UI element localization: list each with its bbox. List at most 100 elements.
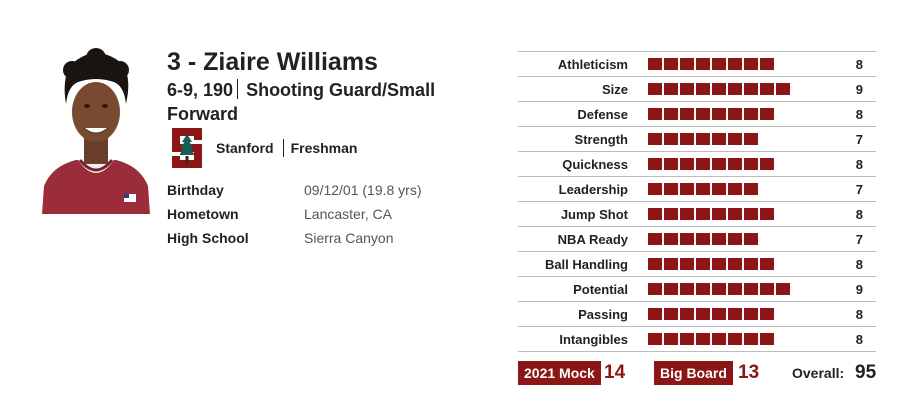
info-row-birthday: Birthday 09/12/01 (19.8 yrs)	[167, 178, 422, 202]
rating-block	[680, 58, 694, 70]
rating-bar	[648, 83, 828, 95]
rating-block	[664, 108, 678, 120]
rating-block	[744, 308, 758, 320]
rating-row: Quickness 8	[518, 152, 876, 177]
rating-block	[696, 108, 710, 120]
rating-value: 8	[855, 156, 863, 172]
rating-bar	[648, 283, 828, 295]
rating-block	[712, 108, 726, 120]
rating-block	[696, 258, 710, 270]
rating-block	[696, 208, 710, 220]
rating-block	[744, 183, 758, 195]
rating-block	[680, 283, 694, 295]
rating-block	[664, 208, 678, 220]
rating-block	[728, 133, 742, 145]
rating-block	[664, 58, 678, 70]
rating-block	[760, 333, 774, 345]
rating-block	[728, 308, 742, 320]
rating-block	[728, 158, 742, 170]
rating-block	[680, 108, 694, 120]
rating-bar	[648, 158, 828, 170]
rating-block	[664, 333, 678, 345]
rating-row: NBA Ready 7	[518, 227, 876, 252]
rating-row: Defense 8	[518, 102, 876, 127]
rating-block	[728, 208, 742, 220]
rating-block	[712, 133, 726, 145]
player-position: Shooting Guard/Small Forward	[167, 80, 436, 124]
rating-block	[680, 133, 694, 145]
rating-block	[648, 208, 662, 220]
rating-block	[760, 208, 774, 220]
rating-block	[648, 58, 662, 70]
rating-label: Ball Handling	[544, 256, 628, 272]
player-measurements: 6-9, 190	[167, 80, 234, 100]
rating-block	[696, 58, 710, 70]
rating-label: Quickness	[562, 156, 628, 172]
rating-value: 8	[855, 306, 863, 322]
rating-block	[696, 133, 710, 145]
rating-block	[728, 258, 742, 270]
info-label: Birthday	[167, 182, 224, 198]
rating-block	[680, 83, 694, 95]
rating-block	[680, 258, 694, 270]
rating-value: 8	[855, 331, 863, 347]
rating-bar	[648, 333, 828, 345]
rating-block	[648, 333, 662, 345]
rating-block	[664, 233, 678, 245]
rating-block	[744, 83, 758, 95]
rating-block	[648, 283, 662, 295]
rating-block	[744, 158, 758, 170]
rating-block	[776, 283, 790, 295]
rating-block	[664, 158, 678, 170]
overall-value: 95	[855, 362, 877, 383]
rating-label: Potential	[573, 281, 628, 297]
rating-block	[712, 283, 726, 295]
rating-row: Jump Shot 8	[518, 202, 876, 227]
rating-label: Size	[601, 81, 628, 97]
rating-value: 7	[855, 231, 863, 247]
school-name: Stanford	[216, 140, 274, 156]
rating-block	[744, 283, 758, 295]
overall-label: Overall:	[792, 365, 845, 381]
info-label: High School	[167, 230, 249, 246]
player-photo-image	[40, 46, 152, 214]
rating-value: 8	[855, 106, 863, 122]
rating-row: Strength 7	[518, 127, 876, 152]
rating-block	[648, 233, 662, 245]
rating-block	[648, 258, 662, 270]
rating-block	[664, 258, 678, 270]
rating-value: 8	[855, 256, 863, 272]
rating-block	[744, 258, 758, 270]
school-row: Stanford Freshman	[170, 126, 357, 170]
rating-block	[728, 183, 742, 195]
rating-block	[728, 108, 742, 120]
rating-row: Athleticism 8	[518, 52, 876, 77]
info-row-high-school: High School Sierra Canyon	[167, 226, 422, 250]
rating-block	[760, 58, 774, 70]
player-name: 3 - Ziaire Williams	[167, 48, 378, 76]
rating-value: 9	[855, 81, 863, 97]
bigboard-badge: Big Board	[654, 361, 733, 385]
school-divider	[282, 139, 284, 157]
rating-row: Size 9	[518, 77, 876, 102]
rating-label: Athleticism	[557, 56, 628, 72]
rating-block	[744, 233, 758, 245]
rating-block	[744, 133, 758, 145]
mock-badge: 2021 Mock	[518, 361, 601, 385]
rating-block	[680, 308, 694, 320]
rating-block	[776, 83, 790, 95]
rating-label: Passing	[578, 306, 628, 322]
info-row-hometown: Hometown Lancaster, CA	[167, 202, 422, 226]
rating-bar	[648, 58, 828, 70]
info-value: Lancaster, CA	[304, 206, 392, 222]
rating-block	[680, 233, 694, 245]
rating-block	[712, 158, 726, 170]
player-bio: 6-9, 190 Shooting Guard/Small Forward	[167, 78, 467, 126]
rating-bar	[648, 308, 828, 320]
player-photo	[40, 46, 152, 214]
rating-block	[728, 333, 742, 345]
rating-label: Jump Shot	[560, 206, 628, 222]
rating-block	[648, 308, 662, 320]
rating-value: 9	[855, 281, 863, 297]
rating-label: Strength	[574, 131, 628, 147]
